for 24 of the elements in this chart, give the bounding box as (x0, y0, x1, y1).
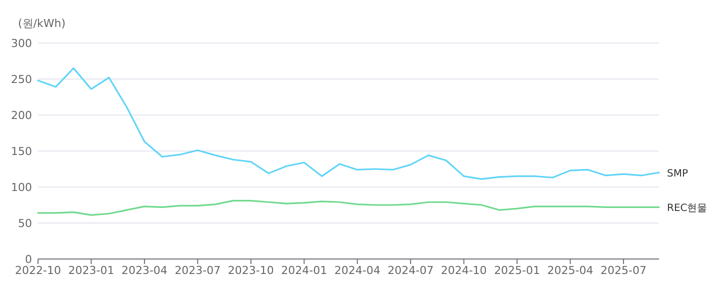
x-tick-label: 2024-07 (388, 264, 434, 277)
y-tick-label: 150 (11, 145, 32, 158)
x-tick-label: 2023-01 (68, 264, 114, 277)
x-tick-label: 2025-01 (494, 264, 540, 277)
x-tick-label: 2025-07 (600, 264, 646, 277)
y-tick-label: 100 (11, 181, 32, 194)
series-label: REC현물 (667, 203, 708, 214)
x-tick-label: 2025-04 (547, 264, 594, 277)
y-tick-label: 50 (18, 217, 32, 230)
y-axis-title: (원/kWh) (18, 17, 66, 30)
x-tick-label: 2022-10 (15, 264, 61, 277)
x-tick-label: 2023-04 (121, 264, 168, 277)
y-tick-label: 300 (11, 37, 32, 50)
x-tick-label: 2023-07 (174, 264, 221, 277)
y-tick-label: 200 (11, 109, 32, 122)
x-tick-label: 2024-01 (281, 264, 328, 277)
line-series (37, 67, 660, 180)
x-tick-label: 2024-04 (334, 264, 380, 277)
line-series (37, 200, 660, 216)
y-tick-label: 250 (11, 73, 32, 86)
y-tick-label: 0 (25, 253, 32, 266)
x-tick-label: 2024-10 (440, 264, 487, 277)
x-tick-label: 2023-10 (228, 264, 274, 277)
series-label: SMP (667, 168, 688, 180)
